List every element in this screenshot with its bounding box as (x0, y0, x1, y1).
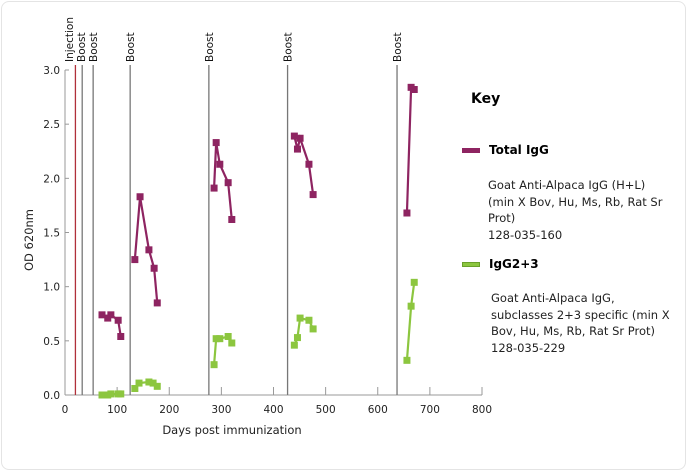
series-total-igg (98, 83, 418, 340)
data-point (224, 333, 232, 340)
x-tick-label: 700 (420, 404, 440, 416)
data-point (136, 193, 144, 201)
data-point (216, 335, 224, 343)
y-tick-label: 1.5 (43, 228, 60, 240)
data-point (290, 132, 298, 140)
y-tick-label: 2.5 (43, 119, 60, 131)
data-point (117, 390, 125, 398)
legend-item-total-igg: Total IgG (462, 143, 549, 157)
data-point (210, 184, 218, 192)
legend-description: Goat Anti-Alpaca IgG (H+L) (min X Bov, H… (488, 177, 662, 243)
data-point (212, 335, 220, 343)
legend-description: Goat Anti-Alpaca IgG, subclasses 2+3 spe… (491, 290, 670, 356)
data-point (228, 339, 236, 347)
x-tick-label: 400 (263, 404, 283, 416)
data-point (135, 379, 143, 387)
event-label: Boost (125, 32, 137, 62)
data-point (228, 216, 236, 223)
data-point (403, 209, 411, 217)
data-point (117, 333, 125, 340)
data-point (293, 334, 301, 342)
y-tick-label: 1.0 (43, 282, 60, 294)
data-point (212, 139, 220, 147)
y-tick-label: 0.5 (43, 336, 60, 348)
description-line: 128-035-160 (488, 227, 563, 242)
data-point (410, 278, 418, 286)
event-label: Injection (64, 17, 76, 62)
x-tick-label: 600 (368, 404, 388, 416)
data-point (410, 86, 418, 93)
y-tick-label: 0.0 (43, 390, 60, 402)
description-line: subclasses 2+3 specific (min X (491, 307, 670, 322)
data-point (98, 391, 106, 399)
description-line: (min X Bov, Hu, Ms, Rb, Rat Sr (488, 194, 663, 209)
data-point (293, 145, 301, 153)
x-tick-label: 200 (159, 404, 179, 416)
data-point (150, 264, 158, 272)
description-line: Prot) (488, 211, 516, 225)
data-point (309, 191, 317, 199)
data-point (145, 246, 153, 254)
x-tick-label: 800 (472, 404, 492, 416)
legend-swatch (462, 261, 480, 267)
x-tick-label: 300 (211, 404, 231, 416)
y-axis-label: OD 620nm (22, 209, 36, 271)
data-point (403, 356, 411, 364)
description-line: Goat Anti-Alpaca IgG (H+L) (488, 178, 646, 192)
data-point (107, 390, 115, 398)
description-line: Bov, Hu, Ms, Rb, Rat Sr Prot) (491, 324, 655, 338)
data-point (98, 311, 106, 319)
data-point (296, 314, 304, 322)
data-point (131, 385, 139, 392)
data-point (153, 382, 161, 390)
event-label: Boost (283, 32, 295, 62)
x-tick-label: 500 (316, 404, 336, 416)
event-label: Boost (392, 32, 404, 62)
data-point (407, 302, 415, 310)
data-point (153, 299, 161, 307)
series-igg2-3 (98, 278, 418, 399)
series-line (405, 85, 415, 214)
data-point (114, 316, 122, 324)
y-tick-label: 3.0 (43, 65, 60, 77)
data-point (224, 179, 232, 187)
data-point (305, 316, 313, 324)
series-line (405, 282, 416, 361)
data-point (131, 256, 139, 264)
event-label: Boost (88, 32, 100, 62)
legend-label: Total IgG (489, 143, 549, 157)
data-point (107, 311, 115, 319)
description-line: Goat Anti-Alpaca IgG, (491, 291, 615, 305)
event-label: Boost (204, 32, 216, 62)
event-label: Boost (76, 32, 88, 62)
legend-item-igg2-3: IgG2+3 (462, 257, 539, 271)
data-point (296, 134, 304, 142)
data-point (149, 379, 157, 387)
x-tick-label: 0 (62, 404, 69, 416)
legend-title: Key (471, 91, 501, 107)
x-axis-label: Days post immunization (162, 423, 301, 437)
y-tick-label: 2.0 (43, 173, 60, 185)
x-tick-label: 100 (107, 404, 127, 416)
data-point (309, 325, 317, 333)
legend-swatch (462, 147, 480, 153)
data-point (145, 378, 153, 386)
description-line: 128-035-229 (491, 340, 566, 355)
legend-label: IgG2+3 (489, 257, 539, 271)
data-point (290, 341, 298, 349)
data-point (210, 361, 218, 369)
data-point (305, 160, 313, 168)
data-point (216, 160, 224, 168)
